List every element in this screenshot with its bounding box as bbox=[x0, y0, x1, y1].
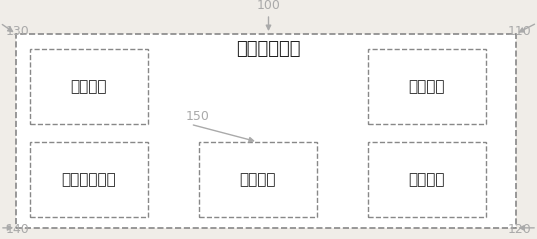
FancyBboxPatch shape bbox=[199, 142, 317, 217]
FancyBboxPatch shape bbox=[30, 142, 148, 217]
Text: 电磁感应模块: 电磁感应模块 bbox=[61, 172, 116, 187]
Text: 100: 100 bbox=[257, 0, 280, 12]
FancyBboxPatch shape bbox=[368, 142, 486, 217]
FancyBboxPatch shape bbox=[368, 49, 486, 124]
Text: 120: 120 bbox=[508, 223, 532, 236]
Text: 停车终端设备: 停车终端设备 bbox=[236, 40, 301, 58]
Text: 控制模块: 控制模块 bbox=[409, 79, 445, 94]
Text: 动力机构: 动力机构 bbox=[409, 172, 445, 187]
FancyBboxPatch shape bbox=[30, 49, 148, 124]
Text: 电源模块: 电源模块 bbox=[240, 172, 276, 187]
Text: 升降组件: 升降组件 bbox=[70, 79, 107, 94]
FancyBboxPatch shape bbox=[16, 34, 516, 228]
Text: 140: 140 bbox=[5, 223, 29, 236]
Text: 150: 150 bbox=[185, 110, 209, 123]
Text: 130: 130 bbox=[5, 25, 29, 38]
Text: 110: 110 bbox=[508, 25, 532, 38]
